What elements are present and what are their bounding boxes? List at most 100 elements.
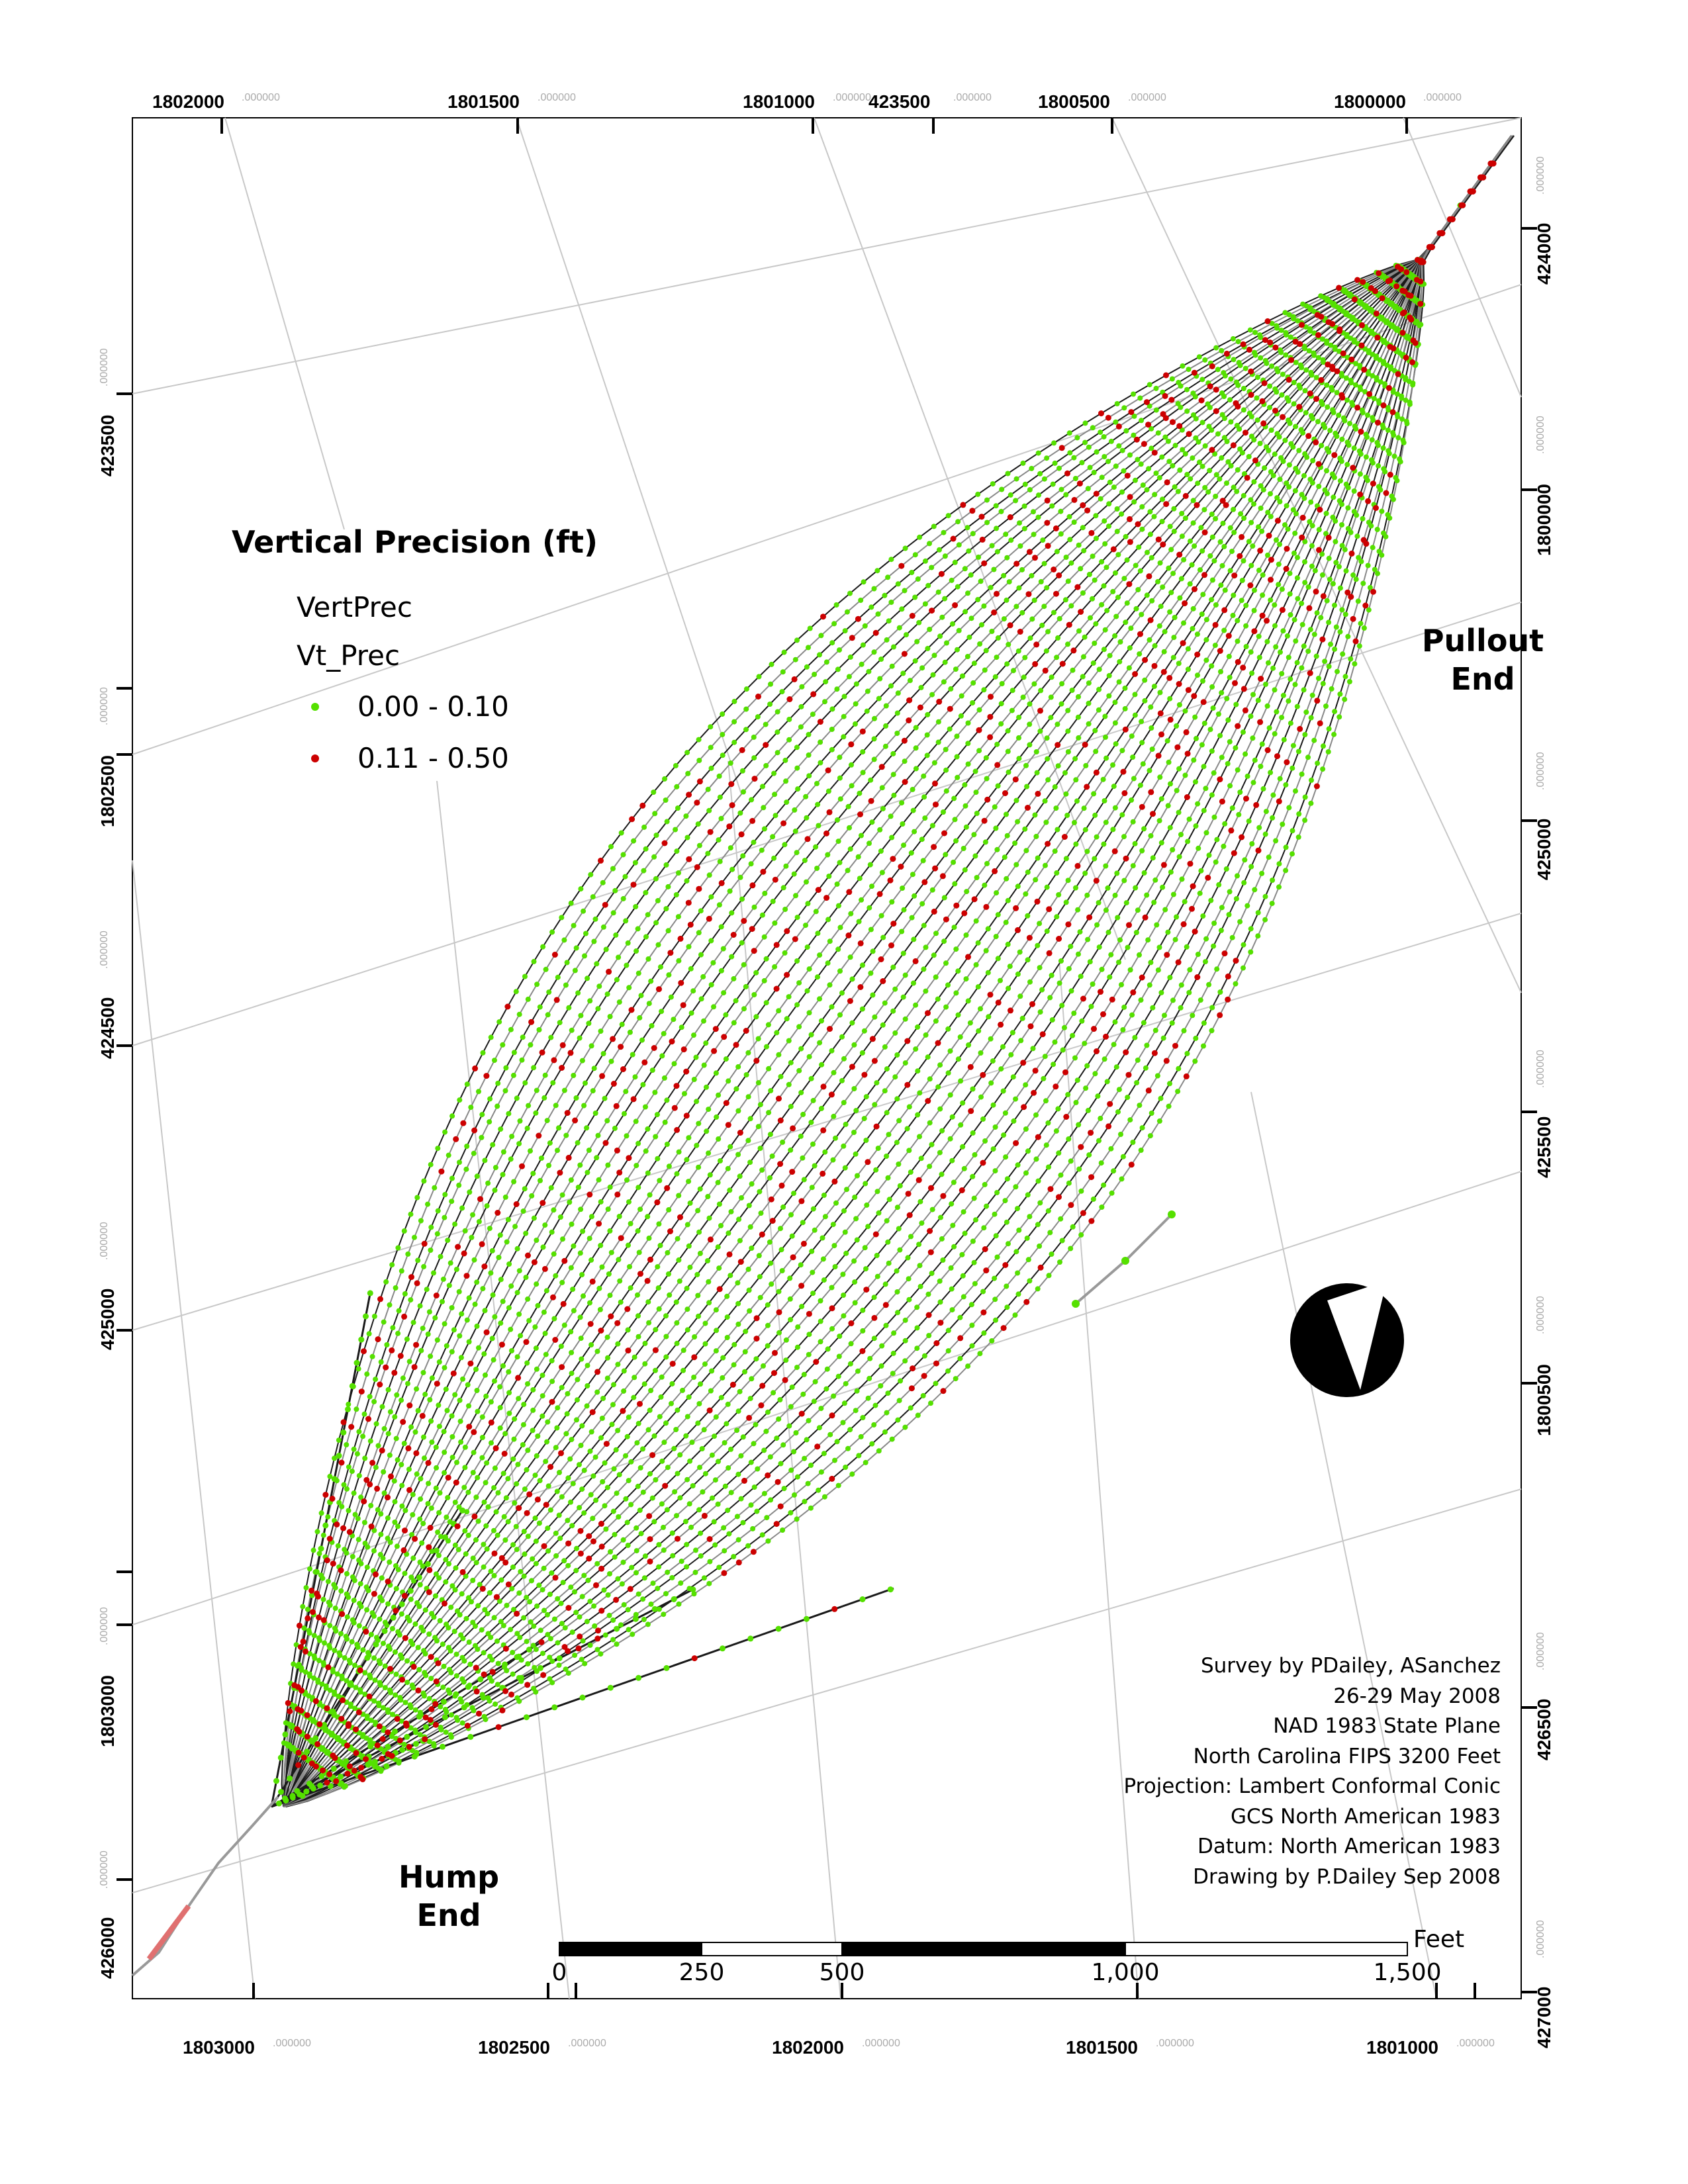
survey-point (708, 745, 714, 751)
survey-point (843, 1250, 849, 1256)
survey-point (1219, 347, 1225, 353)
survey-point (716, 1265, 722, 1271)
survey-point (1171, 635, 1177, 641)
survey-point (1250, 735, 1256, 741)
survey-point (1015, 1291, 1021, 1297)
survey-point (713, 1070, 719, 1076)
survey-point (577, 1505, 583, 1510)
survey-point (613, 932, 619, 938)
survey-point (973, 790, 979, 796)
survey-point (348, 1704, 353, 1709)
survey-point (283, 1797, 289, 1803)
survey-point (704, 1128, 710, 1134)
survey-point (637, 1465, 643, 1471)
survey-point (500, 1623, 506, 1629)
survey-point (1147, 982, 1152, 988)
survey-point (970, 1086, 976, 1092)
survey-point (1290, 743, 1296, 749)
survey-point (305, 1606, 310, 1612)
survey-point (1035, 1178, 1041, 1184)
survey-point (679, 1024, 684, 1030)
survey-point (676, 958, 682, 964)
survey-point (821, 1193, 827, 1198)
survey-point (1209, 363, 1215, 369)
survey-point (1121, 834, 1127, 840)
survey-point (885, 1390, 891, 1396)
survey-point (1222, 416, 1227, 422)
survey-point (1237, 363, 1243, 369)
survey-point (861, 1028, 867, 1034)
survey-point (789, 1385, 795, 1390)
survey-point (704, 1084, 709, 1090)
survey-point (657, 1177, 663, 1183)
survey-point (655, 1156, 661, 1161)
survey-point (964, 654, 970, 659)
survey-point (1129, 1012, 1135, 1018)
survey-point (453, 1673, 459, 1679)
survey-point (608, 1250, 614, 1255)
survey-point (757, 1295, 763, 1300)
survey-point (620, 895, 626, 901)
survey-point (945, 1348, 951, 1354)
survey-point (1167, 825, 1173, 831)
survey-point (598, 1435, 604, 1441)
survey-point (1227, 889, 1233, 895)
survey-point (1121, 878, 1127, 884)
survey-point (505, 1519, 511, 1525)
survey-point (473, 1623, 478, 1629)
survey-point (394, 1392, 400, 1398)
survey-point (673, 762, 679, 768)
survey-point (951, 1179, 957, 1185)
survey-point (1250, 692, 1256, 698)
survey-point (804, 879, 809, 885)
survey-point (635, 1292, 640, 1298)
survey-point (966, 634, 972, 640)
survey-point (1239, 578, 1245, 583)
survey-point (579, 1657, 585, 1662)
survey-point (1101, 647, 1107, 653)
survey-point (1033, 641, 1040, 648)
survey-point (1086, 1152, 1092, 1158)
survey-point (714, 1114, 720, 1120)
survey-point (910, 786, 915, 792)
survey-point (859, 1050, 865, 1056)
survey-point (581, 1467, 587, 1473)
survey-point (339, 1611, 346, 1617)
survey-point (588, 1257, 594, 1263)
survey-point (1323, 510, 1329, 516)
survey-point (358, 1604, 364, 1610)
survey-point (724, 1314, 730, 1320)
survey-point (533, 1110, 539, 1116)
survey-point (1084, 892, 1090, 898)
survey-point (885, 1239, 891, 1245)
survey-point (483, 1393, 489, 1399)
survey-point (876, 1210, 882, 1216)
survey-point (470, 1578, 476, 1583)
survey-point (969, 1343, 975, 1349)
survey-point (763, 762, 769, 768)
survey-point (1167, 696, 1173, 702)
survey-point (684, 878, 690, 884)
survey-point (367, 1481, 373, 1488)
survey-point (690, 988, 696, 994)
survey-point (366, 1331, 372, 1337)
survey-point (723, 1056, 729, 1062)
survey-point (1184, 944, 1190, 950)
survey-point (466, 1295, 472, 1301)
survey-point (488, 1034, 494, 1040)
survey-point (414, 1195, 420, 1201)
survey-point (1217, 989, 1223, 995)
survey-point (1170, 463, 1176, 469)
survey-point (530, 1643, 536, 1649)
survey-point (1193, 416, 1199, 422)
survey-point (352, 1706, 358, 1711)
survey-point (766, 1110, 772, 1116)
survey-point (481, 1650, 487, 1656)
survey-point (747, 1160, 753, 1165)
survey-point (927, 1120, 933, 1126)
survey-point (743, 727, 749, 733)
survey-point (655, 1586, 661, 1592)
survey-point (445, 1625, 451, 1631)
survey-point (1008, 537, 1014, 543)
survey-point (665, 1250, 671, 1255)
